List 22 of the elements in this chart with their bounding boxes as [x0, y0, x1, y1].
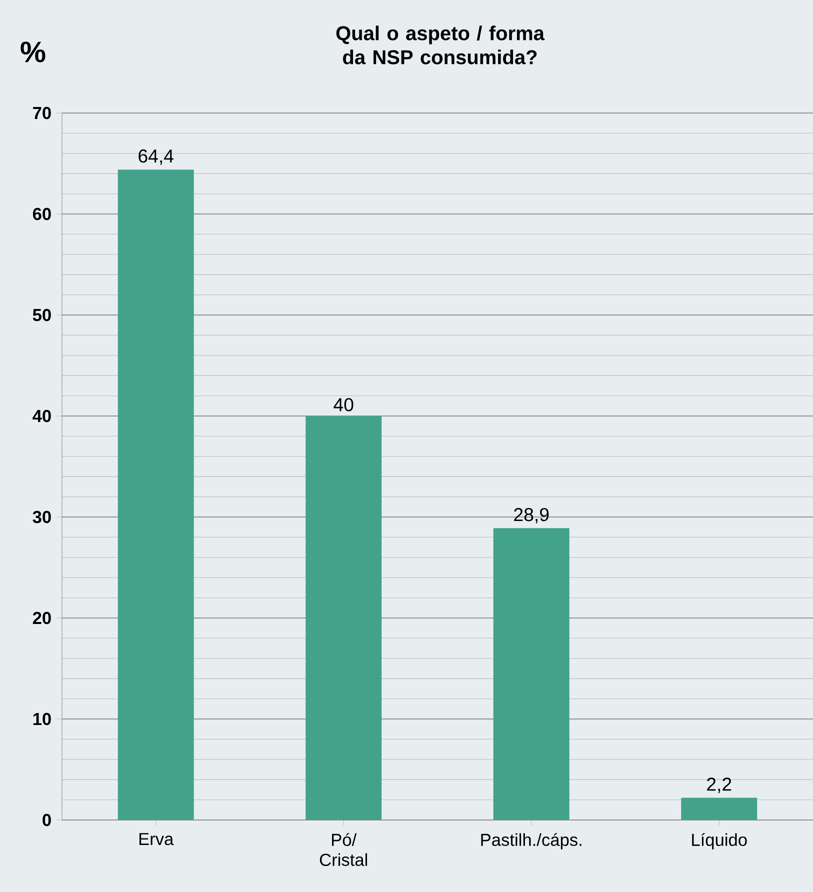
y-tick-label: 60 — [32, 208, 51, 220]
chart-title: Qual o aspeto / forma da NSP consumida? — [336, 26, 545, 64]
bar — [681, 798, 758, 820]
y-tick-label: 10 — [33, 712, 51, 726]
y-tick-label: 0 — [42, 814, 51, 826]
y-tick-label: 50 — [32, 308, 51, 322]
data-label: 40 — [334, 398, 354, 412]
bar — [493, 528, 570, 820]
y-tick-label: 20 — [32, 612, 51, 624]
x-tick-label: Erva — [139, 833, 174, 846]
bar — [306, 416, 382, 820]
x-tick-label: Líquido — [692, 833, 747, 850]
data-label: 2,2 — [707, 778, 732, 794]
x-tick-label: Pó/ Cristal — [320, 833, 368, 866]
x-tick-label: Pastilh./cáps. — [481, 833, 582, 850]
y-tick-label: 30 — [32, 510, 51, 524]
data-label: 28,9 — [514, 508, 549, 524]
data-label: 64,4 — [138, 149, 174, 165]
y-tick-label: 40 — [32, 410, 51, 422]
y-tick-label: 70 — [33, 106, 51, 120]
bar — [118, 170, 194, 820]
y-axis-title: % — [20, 42, 46, 62]
